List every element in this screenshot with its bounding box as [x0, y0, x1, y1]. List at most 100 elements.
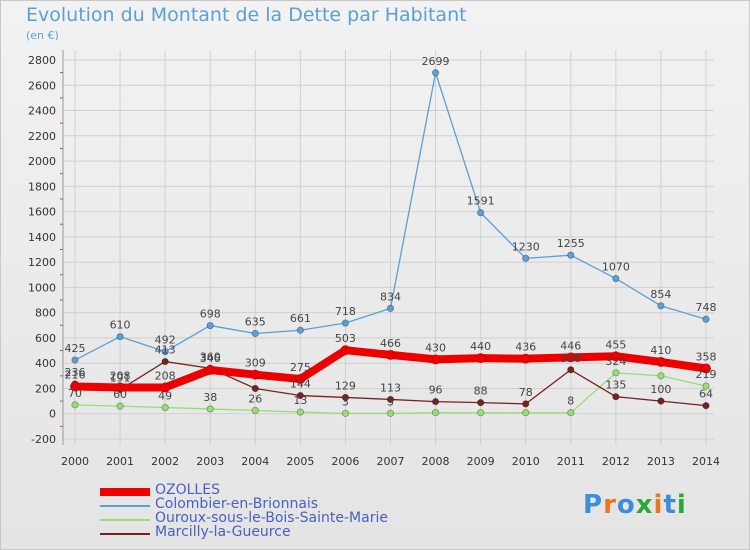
data-point-1	[702, 315, 710, 323]
data-label-0: 208	[110, 369, 131, 382]
legend-label: OZOLLES	[155, 482, 220, 498]
data-label-0: 346	[200, 352, 221, 365]
data-point-0	[340, 345, 351, 356]
data-point-1	[71, 356, 79, 364]
data-label-0: 216	[65, 368, 86, 381]
x-tick-label: 2004	[241, 455, 269, 468]
data-label-3: 64	[699, 388, 713, 401]
data-point-3	[522, 400, 530, 408]
data-point-1	[116, 333, 124, 341]
data-point-3	[431, 398, 440, 406]
data-label-1: 698	[200, 308, 221, 321]
data-label-3: 191	[110, 372, 131, 385]
data-point-1	[477, 209, 485, 217]
data-point-3	[477, 399, 485, 407]
data-label-2: 219	[696, 368, 717, 381]
data-point-2	[612, 369, 620, 377]
proxiti-logo: Proxiti	[583, 490, 687, 520]
data-point-3	[702, 402, 710, 410]
data-label-2: 324	[605, 355, 626, 368]
data-label-2: 3	[387, 395, 394, 408]
y-tick-label: 600	[35, 332, 56, 345]
data-point-1	[296, 326, 304, 334]
data-label-0: 455	[605, 338, 626, 351]
y-tick-label: 800	[35, 307, 56, 320]
data-label-1: 748	[696, 301, 717, 314]
y-tick-label: 1200	[28, 256, 56, 269]
data-point-0	[520, 353, 531, 364]
data-label-1: 2699	[422, 55, 450, 68]
data-label-2: 38	[203, 391, 217, 404]
data-point-1	[657, 302, 665, 310]
data-point-2	[296, 408, 304, 416]
data-label-0: 208	[155, 369, 176, 382]
y-tick-label: 200	[35, 382, 56, 395]
x-tick-label: 2005	[286, 455, 314, 468]
data-point-0	[295, 374, 306, 384]
data-label-1: 425	[65, 342, 86, 355]
data-point-2	[341, 409, 350, 417]
unit-label: (en €)	[26, 29, 59, 42]
data-label-2: 8	[567, 395, 574, 408]
x-tick-label: 2007	[377, 455, 405, 468]
data-point-0	[430, 354, 441, 365]
data-point-2	[386, 409, 395, 417]
y-tick-label: 2000	[28, 155, 56, 168]
data-point-0	[701, 363, 711, 374]
data-point-2	[116, 402, 124, 410]
data-point-0	[475, 353, 486, 364]
data-label-1: 718	[335, 305, 356, 318]
data-label-0: 358	[696, 351, 717, 364]
data-label-3: 413	[155, 344, 176, 357]
data-label-1: 834	[380, 290, 401, 303]
x-tick-label: 2003	[196, 455, 224, 468]
y-tick-label: 2400	[28, 105, 56, 118]
legend-swatch	[100, 488, 150, 496]
data-point-3	[386, 395, 395, 404]
chart-title: Evolution du Montant de la Dette par Hab…	[26, 4, 467, 26]
data-label-1: 635	[245, 316, 266, 329]
x-tick-label: 2012	[602, 455, 630, 468]
data-point-3	[341, 393, 350, 402]
data-point-1	[431, 69, 440, 77]
data-point-3	[567, 366, 575, 374]
data-label-2: 49	[158, 390, 172, 403]
data-label-0: 466	[380, 337, 401, 350]
data-point-0	[160, 382, 171, 393]
x-tick-label: 2008	[422, 455, 450, 468]
data-point-0	[250, 369, 261, 380]
data-point-3	[612, 393, 620, 401]
data-label-0: 430	[425, 341, 446, 354]
data-label-3: 78	[519, 386, 533, 399]
data-point-1	[341, 319, 350, 327]
y-tick-label: 400	[35, 357, 56, 370]
data-point-0	[656, 357, 666, 367]
data-label-3: 144	[290, 378, 311, 391]
data-label-0: 446	[560, 339, 581, 352]
data-point-2	[206, 405, 214, 413]
y-tick-label: 1400	[28, 231, 56, 244]
x-tick-label: 2009	[467, 455, 495, 468]
data-label-3: 236	[65, 366, 86, 379]
data-label-3: 348	[560, 352, 581, 365]
data-point-0	[205, 365, 216, 375]
data-point-3	[296, 391, 304, 400]
data-label-3: 88	[474, 385, 488, 398]
y-tick-label: 1000	[28, 281, 56, 294]
data-label-1: 610	[110, 319, 131, 332]
legend-swatch	[100, 519, 150, 521]
y-tick-label: 1600	[28, 206, 56, 219]
data-label-3: 135	[605, 379, 626, 392]
data-label-2: 26	[248, 392, 262, 405]
data-point-3	[251, 384, 259, 393]
data-point-1	[612, 274, 620, 283]
data-point-2	[657, 372, 665, 380]
data-point-2	[431, 408, 440, 417]
data-label-3: 113	[380, 381, 401, 394]
legend-swatch	[100, 533, 150, 535]
data-label-3: 360	[200, 350, 221, 363]
data-point-0	[115, 382, 125, 393]
x-tick-label: 2001	[106, 455, 134, 468]
line-chart: -200 0 200 400 600 800 1000 1200 1400 1600 1800 200…	[28, 50, 720, 468]
x-tick-label: 2006	[331, 455, 359, 468]
